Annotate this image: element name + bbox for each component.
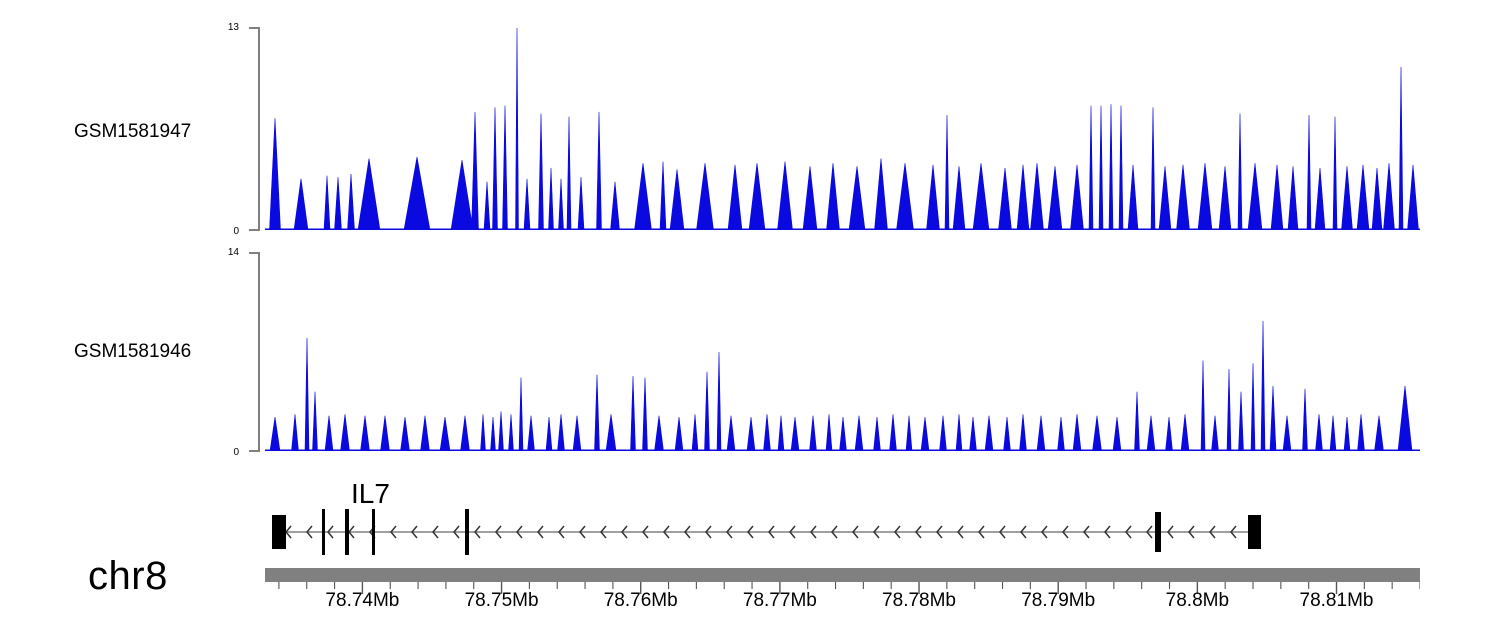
gene-exon[interactable]: [322, 509, 325, 555]
y-axis-line-track-1: [249, 27, 260, 231]
strand-arrow-left-icon: [516, 525, 523, 539]
strand-arrow-left-icon: [831, 525, 838, 539]
strand-arrow-left-icon: [453, 525, 460, 539]
strand-arrow-left-icon: [432, 525, 439, 539]
gene-model-glyph[interactable]: [265, 470, 1420, 560]
gene-exon[interactable]: [272, 515, 286, 549]
track-label-gsm1581947: GSM1581947: [74, 121, 192, 142]
strand-arrow-left-icon: [621, 525, 628, 539]
coverage-area: [265, 28, 1420, 230]
strand-arrow-left-icon: [390, 525, 397, 539]
strand-arrow-left-icon: [1188, 525, 1195, 539]
strand-arrow-left-icon: [1146, 525, 1153, 539]
strand-arrow-left-icon: [327, 525, 334, 539]
strand-arrow-left-icon: [306, 525, 313, 539]
strand-arrow-left-icon: [663, 525, 670, 539]
strand-arrow-left-icon: [1230, 525, 1237, 539]
ideogram-bar[interactable]: [265, 568, 1420, 582]
gene-exon[interactable]: [345, 509, 349, 555]
track-label-gsm1581946: GSM1581946: [74, 341, 192, 362]
gene-exon[interactable]: [1155, 512, 1161, 552]
coverage-plot-track-1: [265, 28, 1420, 230]
coverage-baseline: [265, 228, 1420, 230]
y-axis-max-label-track-1: 13: [227, 22, 239, 33]
strand-arrow-left-icon: [495, 525, 502, 539]
strand-arrow-left-icon: [852, 525, 859, 539]
strand-arrow-left-icon: [936, 525, 943, 539]
strand-arrow-left-icon: [411, 525, 418, 539]
strand-arrow-left-icon: [474, 525, 481, 539]
y-axis-min-label-track-2: 0: [233, 447, 239, 458]
strand-arrow-left-icon: [600, 525, 607, 539]
strand-arrow-left-icon: [705, 525, 712, 539]
genome-axis-ruler: [265, 568, 1420, 594]
gene-model-track[interactable]: IL7: [265, 470, 1420, 560]
strand-arrow-left-icon: [747, 525, 754, 539]
strand-arrow-left-icon: [1083, 525, 1090, 539]
y-axis-line-track-2: [249, 252, 260, 452]
strand-arrow-left-icon: [579, 525, 586, 539]
strand-arrow-left-icon: [957, 525, 964, 539]
strand-arrow-left-icon: [1104, 525, 1111, 539]
strand-arrow-left-icon: [768, 525, 775, 539]
y-axis-track-2: 14 0: [219, 247, 265, 458]
strand-arrow-left-icon: [999, 525, 1006, 539]
strand-arrow-left-icon: [537, 525, 544, 539]
gene-exon[interactable]: [372, 509, 375, 555]
coverage-baseline: [265, 449, 1420, 451]
strand-arrow-left-icon: [1209, 525, 1216, 539]
strand-arrow-left-icon: [684, 525, 691, 539]
strand-arrow-left-icon: [894, 525, 901, 539]
strand-arrow-left-icon: [1020, 525, 1027, 539]
gene-label-il7[interactable]: IL7: [351, 478, 390, 509]
strand-arrow-left-icon: [873, 525, 880, 539]
strand-arrow-left-icon: [978, 525, 985, 539]
strand-arrow-left-icon: [1041, 525, 1048, 539]
gene-exon[interactable]: [465, 509, 469, 555]
chromosome-label: chr8: [88, 554, 168, 598]
genome-coordinate-axis[interactable]: 78.74Mb 78.75Mb 78.76Mb 78.77Mb 78.78Mb 78.79…: [265, 568, 1420, 640]
strand-arrow-left-icon: [1125, 525, 1132, 539]
coverage-track-gsm1581946: [265, 253, 1420, 451]
strand-arrow-left-icon: [726, 525, 733, 539]
y-axis-track-1: 13 0: [219, 22, 265, 237]
y-axis-max-label-track-2: 14: [227, 247, 239, 258]
coverage-plot-track-2: [265, 320, 1420, 451]
gene-exon[interactable]: [1248, 515, 1261, 549]
strand-arrow-left-icon: [789, 525, 796, 539]
strand-arrow-left-icon: [810, 525, 817, 539]
strand-arrow-left-icon: [1167, 525, 1174, 539]
coverage-track-gsm1581947: [265, 28, 1420, 230]
coverage-area: [265, 320, 1420, 451]
strand-arrow-left-icon: [642, 525, 649, 539]
strand-arrow-left-icon: [558, 525, 565, 539]
strand-arrow-left-icon: [915, 525, 922, 539]
strand-arrow-left-icon: [1062, 525, 1069, 539]
y-axis-min-label-track-1: 0: [233, 226, 239, 237]
